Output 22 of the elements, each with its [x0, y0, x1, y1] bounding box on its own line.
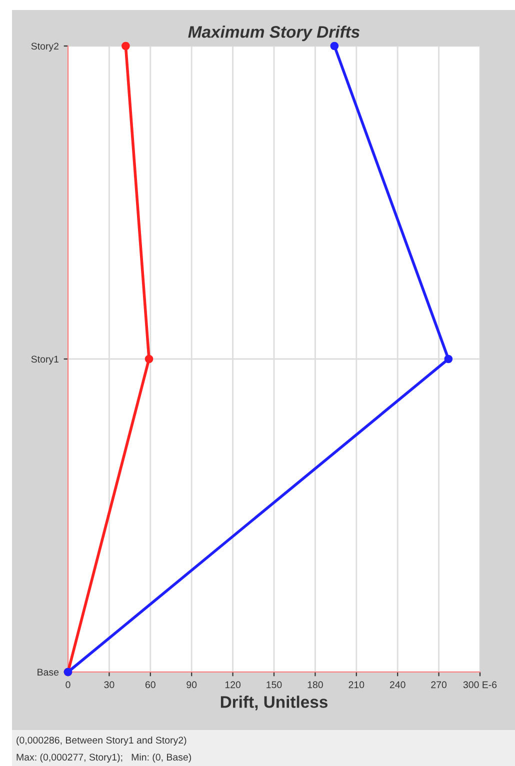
y-tick-label: Story2 — [31, 42, 58, 52]
x-tick-label: 300 E-6 — [463, 681, 497, 688]
x-tick-label: 240 — [390, 681, 406, 688]
chart-title: Maximum Story Drifts — [188, 26, 360, 42]
x-tick-label: 120 — [225, 681, 241, 688]
point — [330, 42, 339, 50]
point — [444, 354, 453, 364]
x-tick-label: 30 — [104, 681, 114, 688]
x-axis-title: Drift, Unitless — [220, 696, 328, 710]
point — [122, 42, 130, 50]
x-tick-label: 210 — [348, 681, 364, 688]
x-tick-label: 90 — [186, 681, 197, 688]
x-tick-label: 180 — [308, 681, 323, 688]
x-tick-label: 0 — [66, 681, 70, 688]
x-tick-label: 150 — [266, 681, 282, 688]
x-tick-label: 270 — [431, 681, 447, 688]
text: (0,000286, Between Story1 and Story2) — [16, 736, 186, 746]
y-tick-label: Story1 — [31, 356, 58, 365]
text: Max: (0,000277, Story1); Min: (0, Base) — [16, 753, 192, 763]
x-tick-label: 60 — [145, 681, 156, 688]
y-tick-label: Base — [38, 668, 59, 676]
point — [144, 354, 154, 364]
